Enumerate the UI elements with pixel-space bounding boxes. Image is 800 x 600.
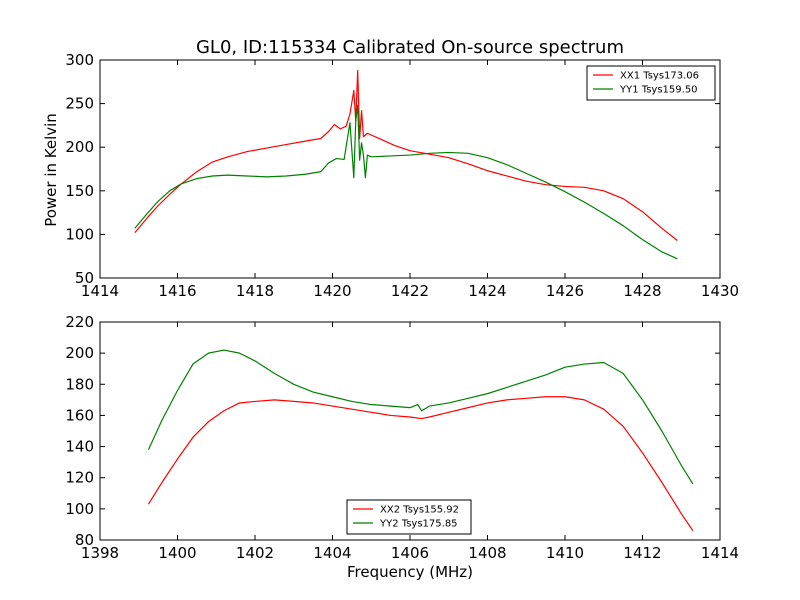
bottom-chart-xtick-label: 1408 xyxy=(468,544,506,562)
bottom-chart-ytick-label: 160 xyxy=(65,406,94,424)
top-chart-legend-entry: XX1 Tsys173.06 xyxy=(620,71,699,82)
top-chart-series-line-xx1 xyxy=(134,69,678,241)
top-chart-ylabel: Power in Kelvin xyxy=(42,113,60,227)
bottom-chart-series-line-xx2 xyxy=(147,396,694,531)
top-chart-xtick-label: 1414 xyxy=(81,282,119,300)
bottom-chart-xtick-label: 1406 xyxy=(391,544,429,562)
top-chart-xtick-label: 1418 xyxy=(236,282,274,300)
top-chart-panel: 1414 1416 1418 1420 1422 1424 1426 1428 1430 50 10… xyxy=(65,51,739,300)
top-chart-ytick-label: 200 xyxy=(65,138,94,156)
top-chart-xtick-label: 1424 xyxy=(468,282,506,300)
bottom-chart-xtick-label: 1400 xyxy=(158,544,196,562)
top-chart-ytick-label: 100 xyxy=(65,225,94,243)
top-chart-xtick-label: 1416 xyxy=(158,282,196,300)
bottom-chart-ytick-label: 180 xyxy=(65,375,94,393)
top-chart-xtick-label: 1426 xyxy=(546,282,584,300)
top-chart-title: GL0, ID:115334 Calibrated On-source spec… xyxy=(196,37,624,58)
top-chart-xtick-label: 1420 xyxy=(313,282,351,300)
top-chart-series-line-yy1 xyxy=(134,104,678,260)
bottom-chart-legend-box xyxy=(346,499,472,535)
bottom-chart-xtick-label: 1402 xyxy=(236,544,274,562)
top-chart-ytick-label: 50 xyxy=(75,269,94,287)
bottom-chart-xtick-label: 1414 xyxy=(701,544,739,562)
top-chart-ytick-label: 250 xyxy=(65,95,94,113)
top-chart-ytick-label: 300 xyxy=(65,51,94,69)
top-chart-legend-box xyxy=(586,65,716,101)
bottom-chart-xtick-label: 1410 xyxy=(546,544,584,562)
top-chart-xtick-label: 1430 xyxy=(701,282,739,300)
bottom-chart-ytick-label: 120 xyxy=(65,469,94,487)
top-chart-legend: XX1 Tsys173.06 YY1 Tsys159.50 xyxy=(586,65,716,101)
bottom-chart-xtick-label: 1412 xyxy=(623,544,661,562)
top-chart-xtick-label: 1422 xyxy=(391,282,429,300)
bottom-chart-xlabel: Frequency (MHz) xyxy=(347,563,473,581)
bottom-chart-ytick-label: 140 xyxy=(65,438,94,456)
bottom-chart-ytick-label: 200 xyxy=(65,344,94,362)
bottom-chart-legend: XX2 Tsys155.92 YY2 Tsys175.85 xyxy=(346,499,472,535)
bottom-chart-series-line-yy2 xyxy=(147,349,694,485)
bottom-chart-xtick-label: 1398 xyxy=(81,544,119,562)
bottom-chart-ytick-label: 80 xyxy=(75,531,94,549)
bottom-chart-legend-entry: YY2 Tsys175.85 xyxy=(379,519,458,530)
bottom-chart-xtick-label: 1404 xyxy=(313,544,351,562)
top-chart-legend-entry: YY1 Tsys159.50 xyxy=(619,85,698,96)
bottom-chart-panel: 1398 1400 1402 1404 1406 1408 1410 1412 1414 80 10… xyxy=(65,313,739,562)
top-chart-ytick-label: 150 xyxy=(65,182,94,200)
bottom-chart-ytick-label: 100 xyxy=(65,500,94,518)
bottom-chart-ytick-label: 220 xyxy=(65,313,94,331)
bottom-chart-legend-entry: XX2 Tsys155.92 xyxy=(380,505,459,516)
top-chart-xtick-label: 1428 xyxy=(623,282,661,300)
